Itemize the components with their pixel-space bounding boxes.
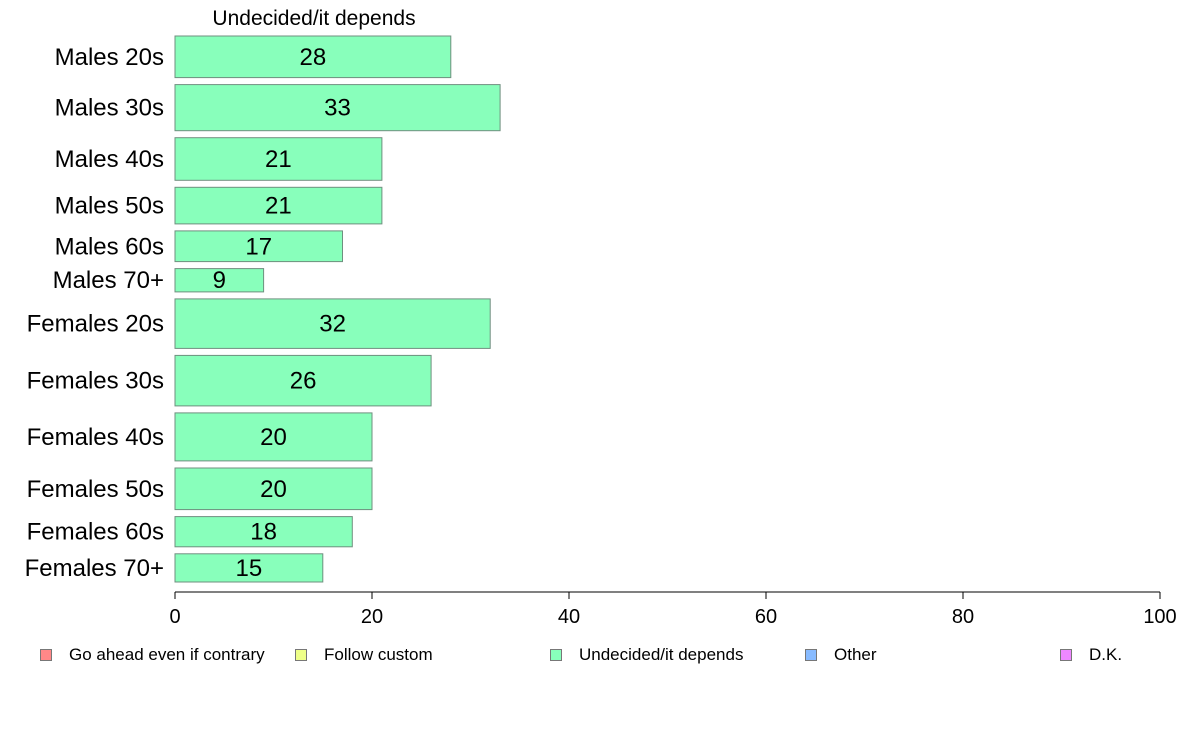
bar [174,186,383,225]
legend-swatch [550,649,562,661]
bar [174,553,324,583]
legend-item-undecided: Undecided/it depends [550,645,743,665]
bar-value-label: 21 [265,193,292,220]
x-tick-label: 20 [361,606,383,628]
bar [174,298,491,349]
category-label: Males 50s [55,193,164,220]
x-tick-label: 40 [558,606,580,628]
bar-value-label: 21 [265,146,292,173]
legend-label: D.K. [1089,645,1123,664]
bar [174,35,452,79]
chart-title: Undecided/it depends [212,7,415,30]
bar-value-label: 18 [250,519,277,546]
legend-item-go-ahead: Go ahead even if contrary [40,645,265,665]
bar-value-label: 26 [290,368,317,395]
legend-swatch [805,649,817,661]
bars-group: 28 33 21 21 17 9 32 26 20 20 18 15 [174,35,501,583]
category-label: Males 20s [55,44,164,71]
category-label: Females 70+ [25,555,164,582]
bar [174,84,501,132]
bar [174,230,343,263]
legend-swatch [1060,649,1072,661]
legend-item-dk: D.K. [1060,645,1122,665]
bar [174,137,383,181]
legend-label: Follow custom [324,645,433,664]
category-label: Males 70+ [53,267,164,294]
bar [174,467,373,511]
bar-chart: Undecided/it depends 28 33 21 21 17 9 32 26 20 20… [25,7,1177,628]
bar [174,268,265,293]
bar-value-label: 9 [213,267,226,294]
legend: Go ahead even if contrary Follow custom … [0,645,1188,667]
x-tick-label: 60 [755,606,777,628]
x-tick-label: 80 [952,606,974,628]
category-label: Females 30s [27,368,164,395]
bar [174,354,432,407]
bar-value-label: 20 [260,424,287,451]
category-labels: Males 20s Males 30s Males 40s Males 50s Male… [25,44,164,582]
bar-value-label: 15 [236,555,263,582]
legend-label: Go ahead even if contrary [69,645,265,664]
category-label: Females 20s [27,311,164,338]
legend-label: Undecided/it depends [579,645,744,664]
bar [174,516,353,548]
legend-swatch [295,649,307,661]
category-label: Males 60s [55,233,164,260]
category-label: Females 40s [27,424,164,451]
category-label: Females 50s [27,476,164,503]
bar-value-label: 33 [324,95,351,122]
category-label: Females 60s [27,519,164,546]
category-label: Males 40s [55,146,164,173]
x-tick-label: 0 [169,606,180,628]
category-label: Males 30s [55,95,164,122]
legend-item-follow-custom: Follow custom [295,645,433,665]
bar-value-label: 20 [260,476,287,503]
bar-value-label: 28 [300,44,327,71]
legend-swatch [40,649,52,661]
x-tick-label: 100 [1143,606,1176,628]
legend-label: Other [834,645,877,664]
legend-item-other: Other [805,645,877,665]
bar-value-label: 32 [319,311,346,338]
bar-value-label: 17 [245,233,272,260]
bar [174,412,373,462]
x-axis: 0 20 40 60 80 100 [169,591,1177,628]
